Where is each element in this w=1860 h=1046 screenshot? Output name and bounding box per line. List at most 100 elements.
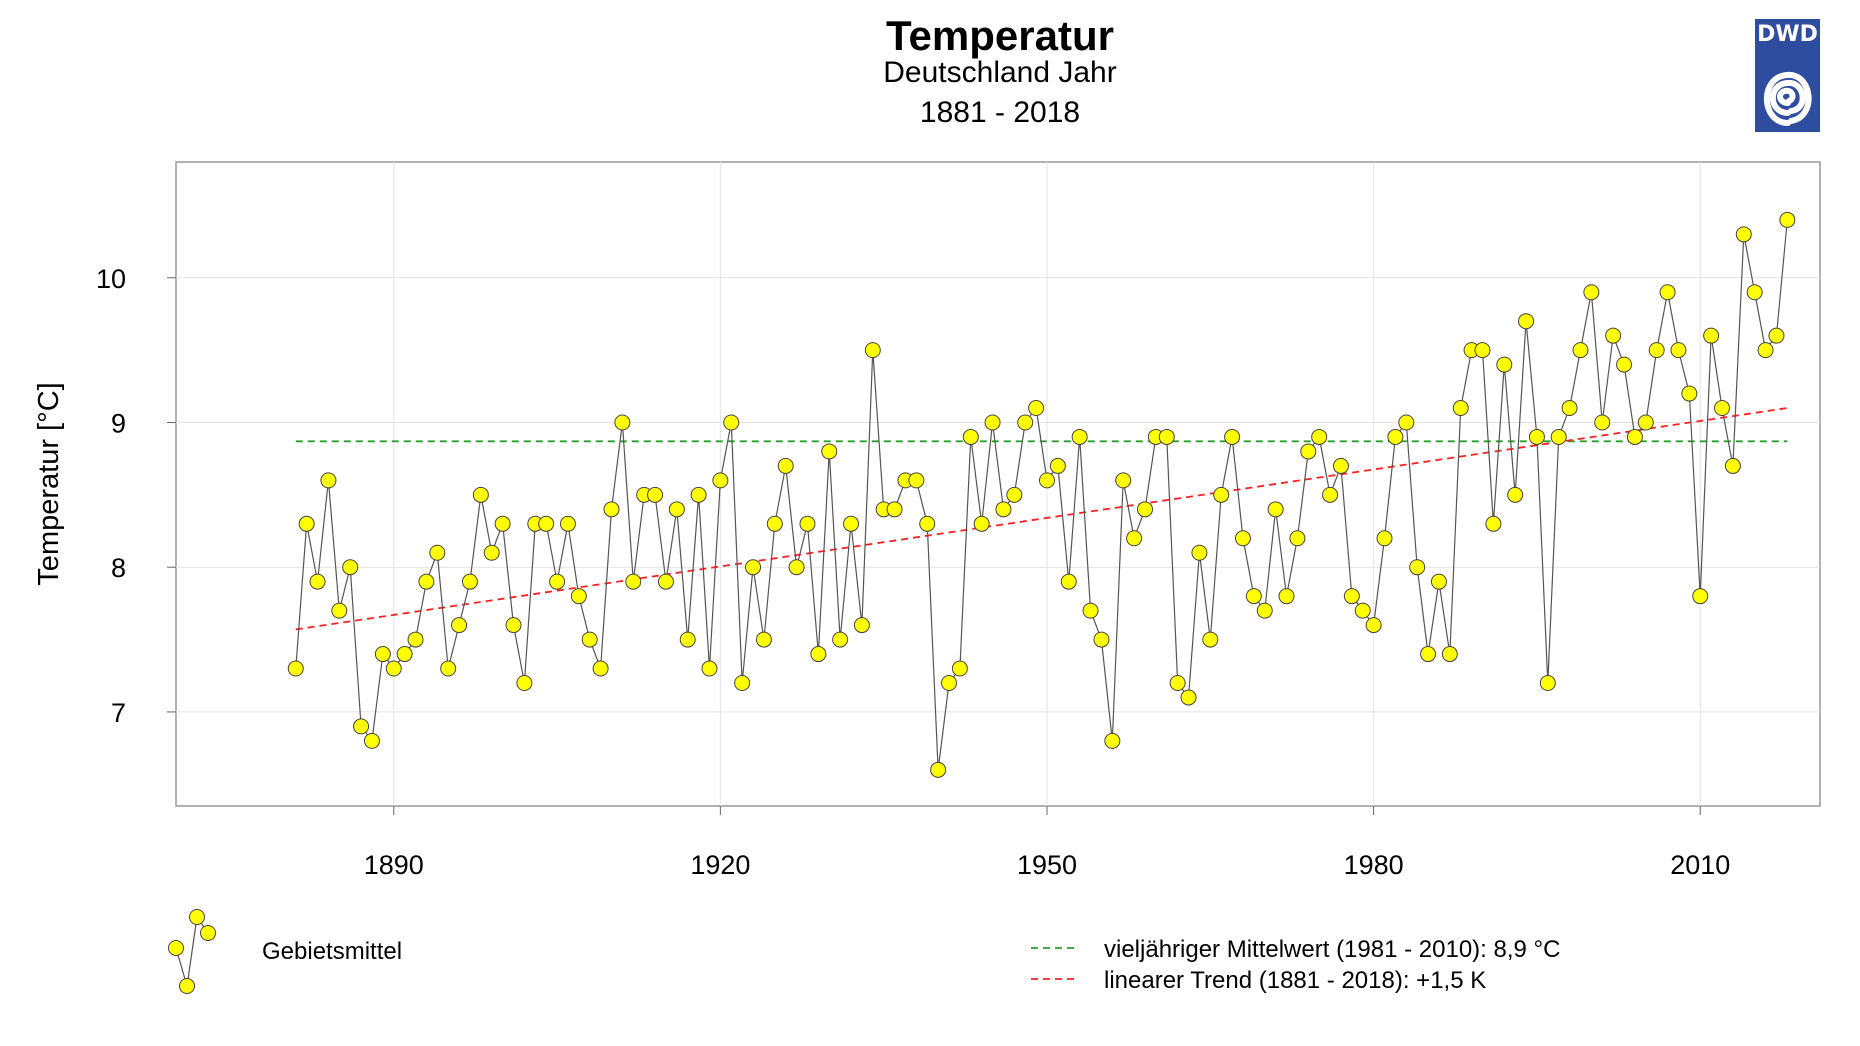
data-point [1409, 559, 1426, 576]
legend-mean-label: vieljähriger Mittelwert (1981 - 2010): 8… [1104, 936, 1560, 963]
data-point [1724, 457, 1741, 474]
data-point [1681, 385, 1698, 402]
data-point [788, 559, 805, 576]
data-point [614, 414, 631, 431]
data-point [962, 428, 979, 445]
data-point [1387, 428, 1404, 445]
data-point [1060, 573, 1077, 590]
dwd-logo-text: DWD [1757, 22, 1818, 47]
data-point [1528, 428, 1545, 445]
y-tick-label: 7 [111, 698, 126, 728]
data-point [549, 573, 566, 590]
data-point [1071, 428, 1088, 445]
y-tick-label: 10 [96, 264, 126, 294]
data-points [287, 211, 1796, 778]
data-point [1354, 602, 1371, 619]
data-point [320, 472, 337, 489]
data-point [1234, 530, 1251, 547]
data-point [723, 414, 740, 431]
chart-subtitle-region: Deutschland Jahr [883, 56, 1117, 89]
data-point [494, 515, 511, 532]
data-point [1441, 646, 1458, 663]
x-tick-label: 2010 [1670, 850, 1730, 880]
data-point [505, 617, 522, 634]
data-point [1692, 588, 1709, 605]
data-point [1779, 211, 1796, 228]
data-point [1289, 530, 1306, 547]
data-point [843, 515, 860, 532]
data-point [1474, 342, 1491, 359]
data-point [538, 515, 555, 532]
data-point [1126, 530, 1143, 547]
data-point [1365, 617, 1382, 634]
data-point [592, 660, 609, 677]
data-point [451, 617, 468, 634]
data-point [1180, 689, 1197, 706]
data-point [483, 544, 500, 561]
x-tick-label: 1950 [1017, 850, 1077, 880]
data-point [1376, 530, 1393, 547]
grid-lines [176, 162, 1820, 806]
data-point [1430, 573, 1447, 590]
x-tick-label: 1890 [364, 850, 424, 880]
data-point [1311, 428, 1328, 445]
data-point [745, 559, 762, 576]
data-point [712, 472, 729, 489]
data-point [1637, 414, 1654, 431]
data-point [995, 501, 1012, 518]
plot-area [175, 161, 1821, 807]
data-point [1332, 457, 1349, 474]
data-point [1550, 428, 1567, 445]
data-point [581, 631, 598, 648]
y-axis-label: Temperatur [°C] [33, 382, 65, 585]
data-point [385, 660, 402, 677]
data-point [1659, 284, 1676, 301]
data-point [363, 732, 380, 749]
data-point [1049, 457, 1066, 474]
data-point [298, 515, 315, 532]
data-point [1006, 486, 1023, 503]
data-point [1496, 356, 1513, 373]
data-point [657, 573, 674, 590]
data-point [864, 342, 881, 359]
data-point [1343, 588, 1360, 605]
data-point [832, 631, 849, 648]
data-point [429, 544, 446, 561]
data-point [1398, 414, 1415, 431]
data-point [668, 501, 685, 518]
data-point [679, 631, 696, 648]
data-point [1300, 443, 1317, 460]
data-point [1735, 226, 1752, 243]
data-point [374, 646, 391, 663]
data-point [603, 501, 620, 518]
data-point [407, 631, 424, 648]
data-point [1082, 602, 1099, 619]
data-point [821, 443, 838, 460]
data-point [984, 414, 1001, 431]
data-point [1093, 631, 1110, 648]
data-point [766, 515, 783, 532]
data-point [1572, 342, 1589, 359]
data-point [1605, 327, 1622, 344]
y-tick-label: 8 [111, 553, 126, 583]
data-point [690, 486, 707, 503]
data-point [1485, 515, 1502, 532]
x-axis: 1890 1920 1950 1980 2010 [364, 806, 1730, 880]
data-point [1202, 631, 1219, 648]
swirl-icon [1763, 72, 1812, 126]
data-point [1518, 313, 1535, 330]
data-point [1757, 342, 1774, 359]
data-point [701, 660, 718, 677]
data-point [647, 486, 664, 503]
data-point [331, 602, 348, 619]
data-point [930, 761, 947, 778]
data-point [951, 660, 968, 677]
data-point [853, 617, 870, 634]
x-tick-label: 1980 [1344, 850, 1404, 880]
legend-series-label: Gebietsmittel [262, 938, 402, 965]
data-point [1626, 428, 1643, 445]
chart-subtitle-period: 1881 - 2018 [919, 96, 1081, 129]
data-point [1322, 486, 1339, 503]
data-point [1507, 486, 1524, 503]
